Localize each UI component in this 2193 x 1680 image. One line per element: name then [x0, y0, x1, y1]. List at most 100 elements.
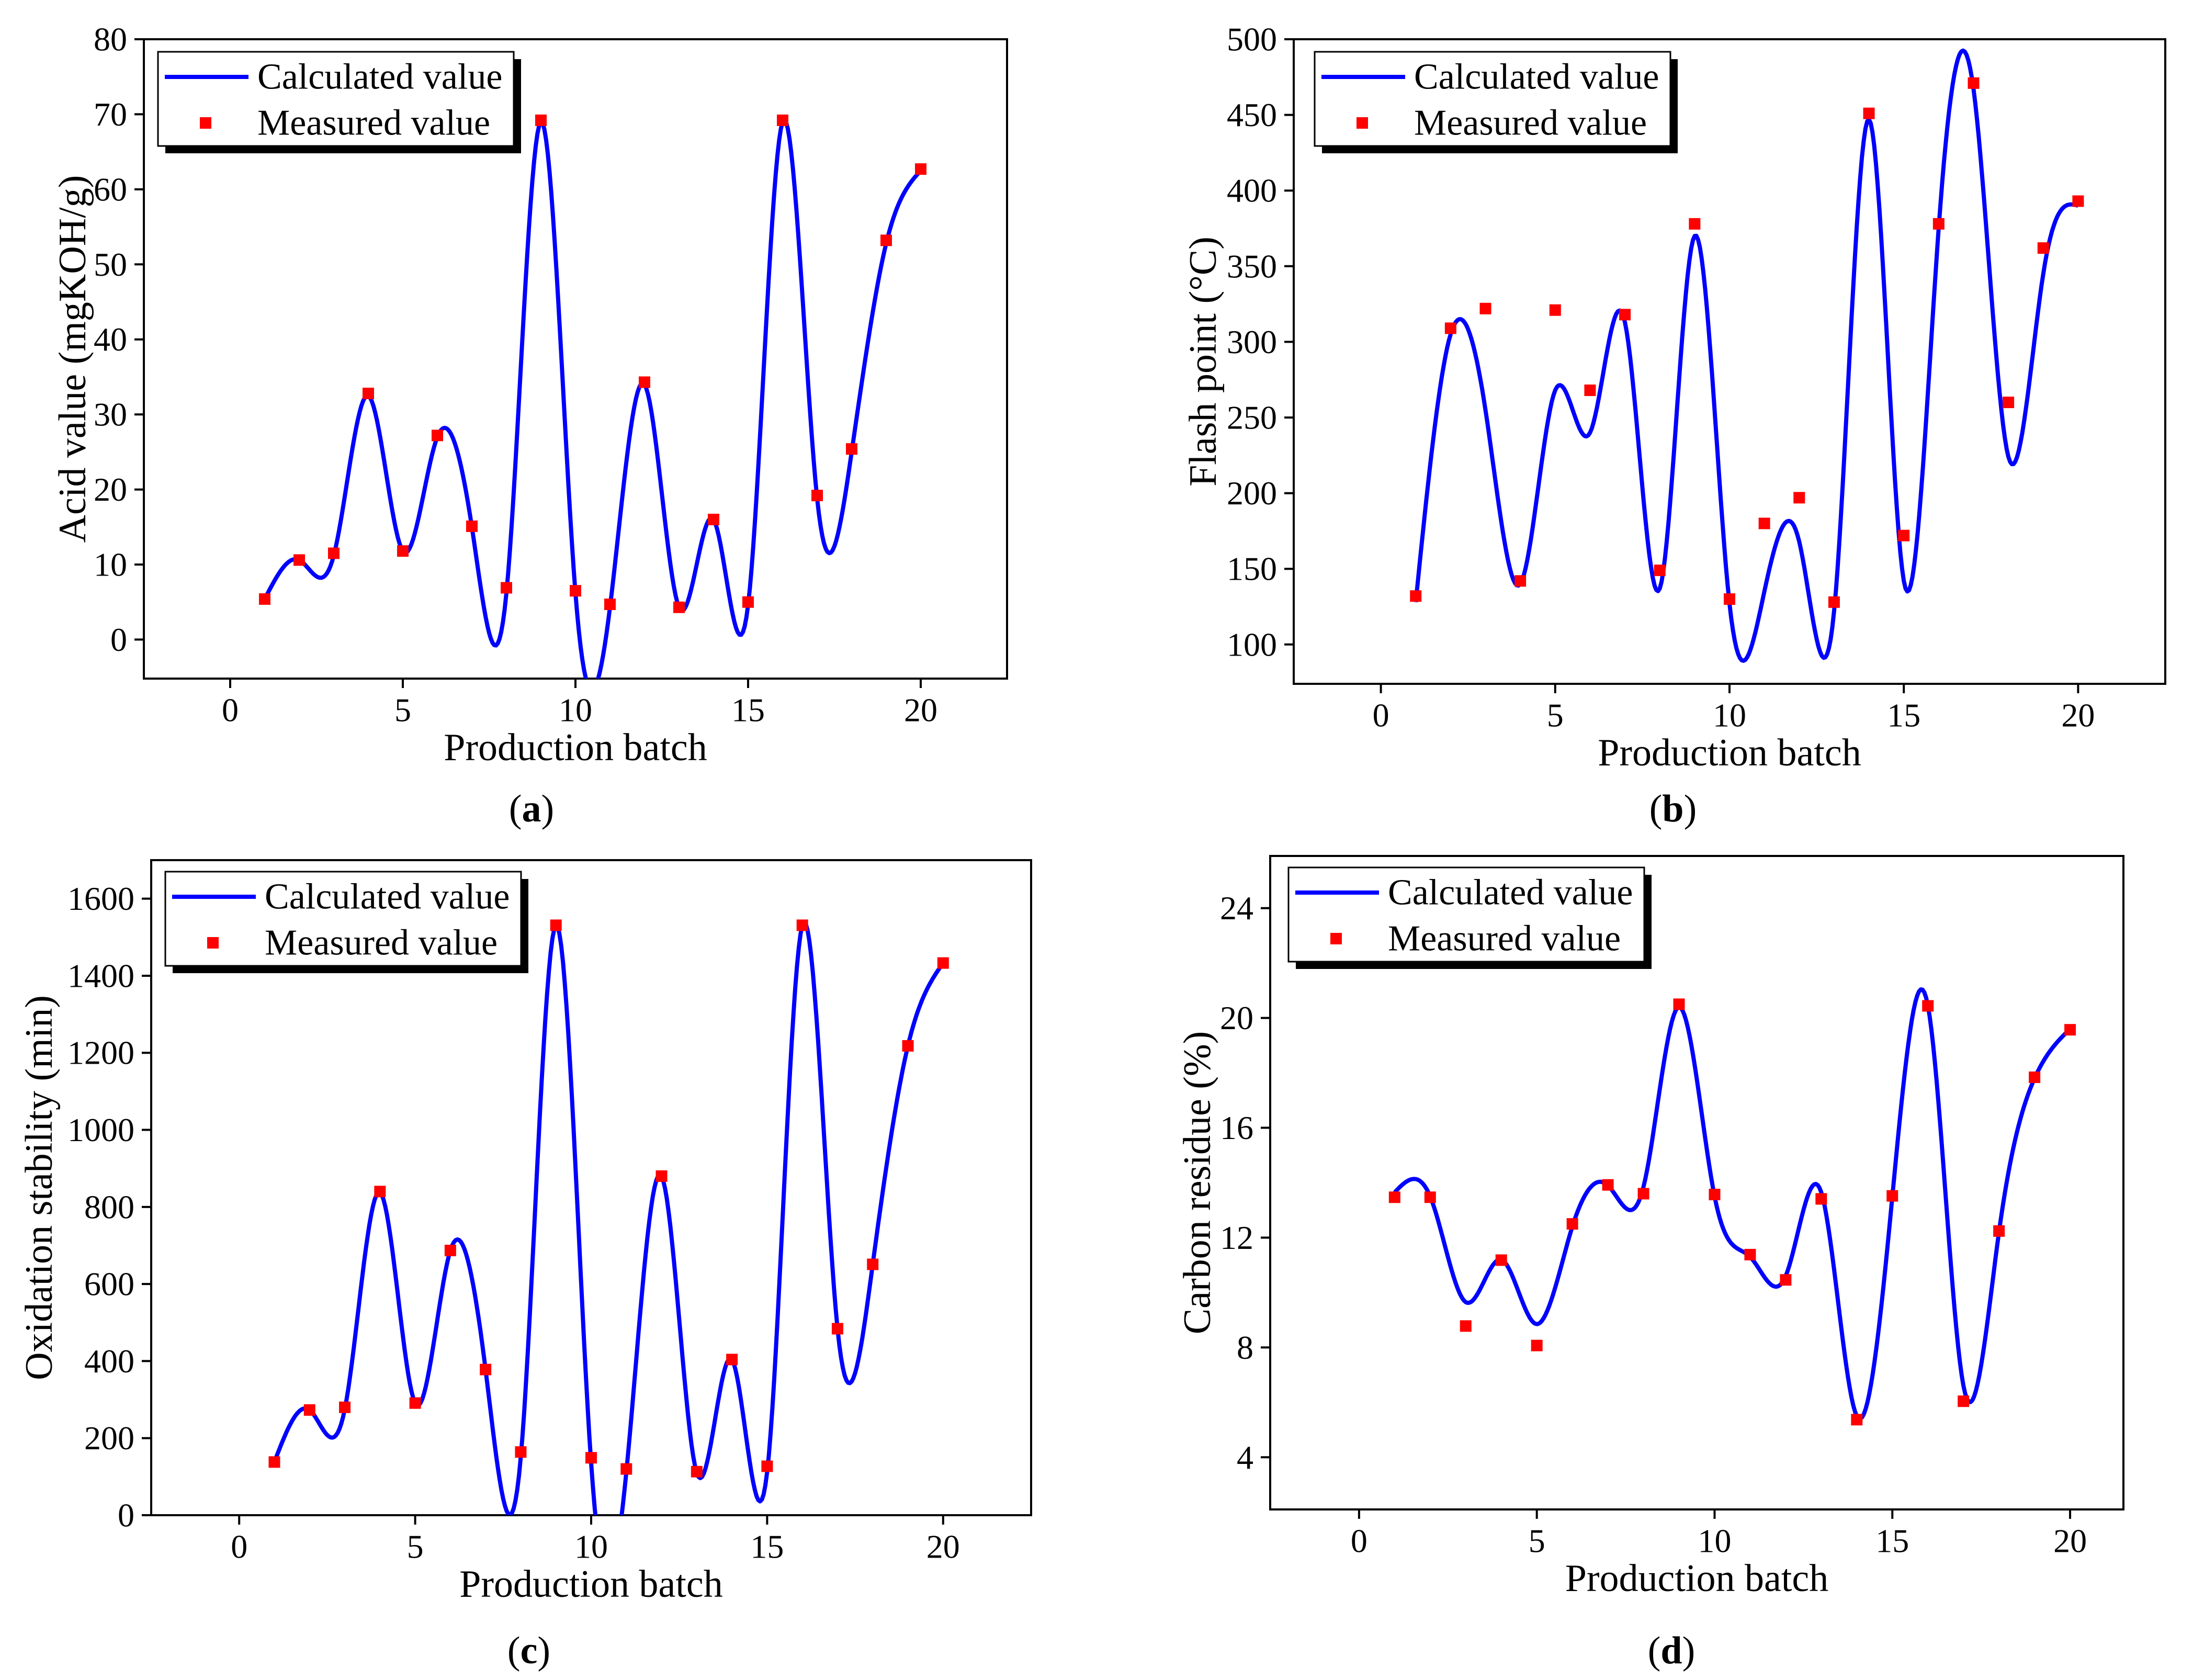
measured-value-point: [796, 919, 808, 931]
legend: Calculated value Measured value: [1287, 866, 1652, 969]
y-tick-label: 300: [1227, 323, 1277, 360]
measured-value-point: [515, 1446, 527, 1458]
measured-value-point: [2072, 195, 2084, 207]
measured-value-point: [2064, 1024, 2076, 1036]
measured-value-point: [2037, 242, 2049, 254]
measured-value-point: [339, 1401, 351, 1413]
measured-value-point: [1689, 218, 1701, 230]
y-axis-title: Acid value (mgKOH/g): [51, 175, 94, 543]
measured-value-point: [2029, 1071, 2041, 1083]
y-tick-label: 500: [1227, 21, 1277, 58]
measured-value-point: [811, 490, 823, 502]
measured-value-point: [397, 545, 409, 557]
legend-box: [1314, 51, 1671, 147]
measured-value-point: [1566, 1218, 1578, 1230]
y-tick-label: 70: [94, 96, 127, 133]
x-tick-label: 0: [1373, 697, 1389, 734]
x-tick-label: 5: [1547, 697, 1564, 734]
measured-value-point: [550, 919, 562, 931]
y-tick-label: 600: [84, 1266, 134, 1303]
legend-label-calculated: Calculated value: [1414, 57, 1659, 97]
legend-marker-sample: [1357, 117, 1368, 129]
measured-value-point: [1514, 575, 1527, 587]
measured-value-point: [444, 1245, 456, 1257]
caption-letter: d: [1660, 1629, 1682, 1672]
y-tick-label: 1200: [67, 1034, 134, 1072]
y-tick-label: 0: [110, 621, 127, 658]
measured-value-point: [259, 593, 270, 605]
y-axis-title: Flash point (°C): [1182, 236, 1225, 487]
y-tick-label: 20: [94, 471, 127, 508]
y-axis-title: Oxidation stability (min): [18, 995, 61, 1380]
y-tick-label: 10: [94, 546, 127, 583]
measured-value-point: [1958, 1395, 1970, 1407]
measured-value-point: [1637, 1188, 1649, 1200]
x-tick-label: 0: [231, 1528, 247, 1565]
legend-marker-sample: [207, 937, 219, 949]
measured-value-point: [480, 1363, 492, 1375]
x-tick-label: 15: [1887, 697, 1920, 734]
legend-box: [164, 871, 522, 967]
chart-acid-value: 0 5 10 15 20 0 10 20 30 40 50 60 70 80 Production batc…: [51, 21, 1008, 830]
x-tick-label: 10: [1698, 1523, 1731, 1560]
legend-marker-sample: [1330, 933, 1342, 944]
y-tick-label: 400: [84, 1343, 134, 1380]
measured-value-point: [432, 430, 443, 442]
panel-caption: (a): [509, 787, 554, 830]
y-tick-label: 30: [94, 396, 127, 433]
measured-value-point: [328, 547, 340, 559]
measured-value-point: [1793, 492, 1805, 504]
calculated-value-curve: [1393, 987, 2072, 1421]
measured-value-point: [585, 1452, 597, 1464]
measured-value-point: [1479, 302, 1491, 314]
measured-value-point: [1460, 1320, 1472, 1332]
y-tick-label: 0: [118, 1497, 134, 1534]
measured-value-point: [1863, 107, 1875, 119]
measured-value-point: [1531, 1339, 1543, 1351]
legend-label-measured: Measured value: [257, 103, 490, 143]
measured-value-point: [831, 1323, 843, 1335]
measured-value-point: [1724, 593, 1735, 605]
measured-value-point: [846, 443, 857, 455]
x-tick-label: 15: [750, 1528, 784, 1565]
measured-value-point: [761, 1460, 773, 1472]
measured-value-point: [691, 1465, 703, 1478]
x-axis-title: Production batch: [459, 1563, 723, 1606]
y-tick-label: 150: [1227, 550, 1277, 588]
x-axis-title: Production batch: [1598, 731, 1861, 774]
x-tick-label: 0: [1351, 1523, 1367, 1560]
measured-value-point: [1549, 304, 1561, 316]
measured-value-point: [1410, 590, 1422, 602]
x-axis-title: Production batch: [444, 726, 707, 769]
legend-label-measured: Measured value: [1388, 919, 1621, 959]
x-tick-label: 20: [2061, 697, 2095, 734]
panel-caption: (d): [1648, 1629, 1695, 1672]
x-tick-label: 0: [222, 692, 239, 729]
measured-value-point: [880, 234, 892, 246]
y-tick-label: 1400: [67, 957, 134, 994]
y-tick-label: 16: [1220, 1109, 1253, 1146]
y-tick-label: 8: [1237, 1329, 1253, 1366]
x-tick-label: 10: [559, 692, 592, 729]
x-tick-label: 5: [1529, 1523, 1545, 1560]
measured-value-point: [1744, 1248, 1756, 1260]
measured-value-point: [1922, 1000, 1934, 1012]
measured-value-point: [1444, 322, 1456, 334]
y-tick-label: 250: [1227, 399, 1277, 436]
caption-paren: (: [1648, 1629, 1661, 1672]
measured-value-point: [409, 1397, 421, 1409]
measured-value-point: [1993, 1225, 2005, 1237]
y-tick-label: 40: [94, 321, 127, 358]
measured-value-point: [1851, 1414, 1863, 1426]
measured-value-point: [777, 114, 788, 126]
panel-caption: (b): [1649, 787, 1697, 830]
y-tick-label: 80: [94, 21, 127, 58]
legend: Calculated value Measured value: [1314, 51, 1678, 153]
measured-value-point: [708, 513, 719, 525]
measured-value-point: [293, 554, 305, 566]
measured-value-point: [501, 582, 512, 594]
caption-letter: b: [1662, 787, 1683, 830]
measured-value-point: [1932, 218, 1945, 230]
caption-paren: (: [509, 787, 522, 830]
